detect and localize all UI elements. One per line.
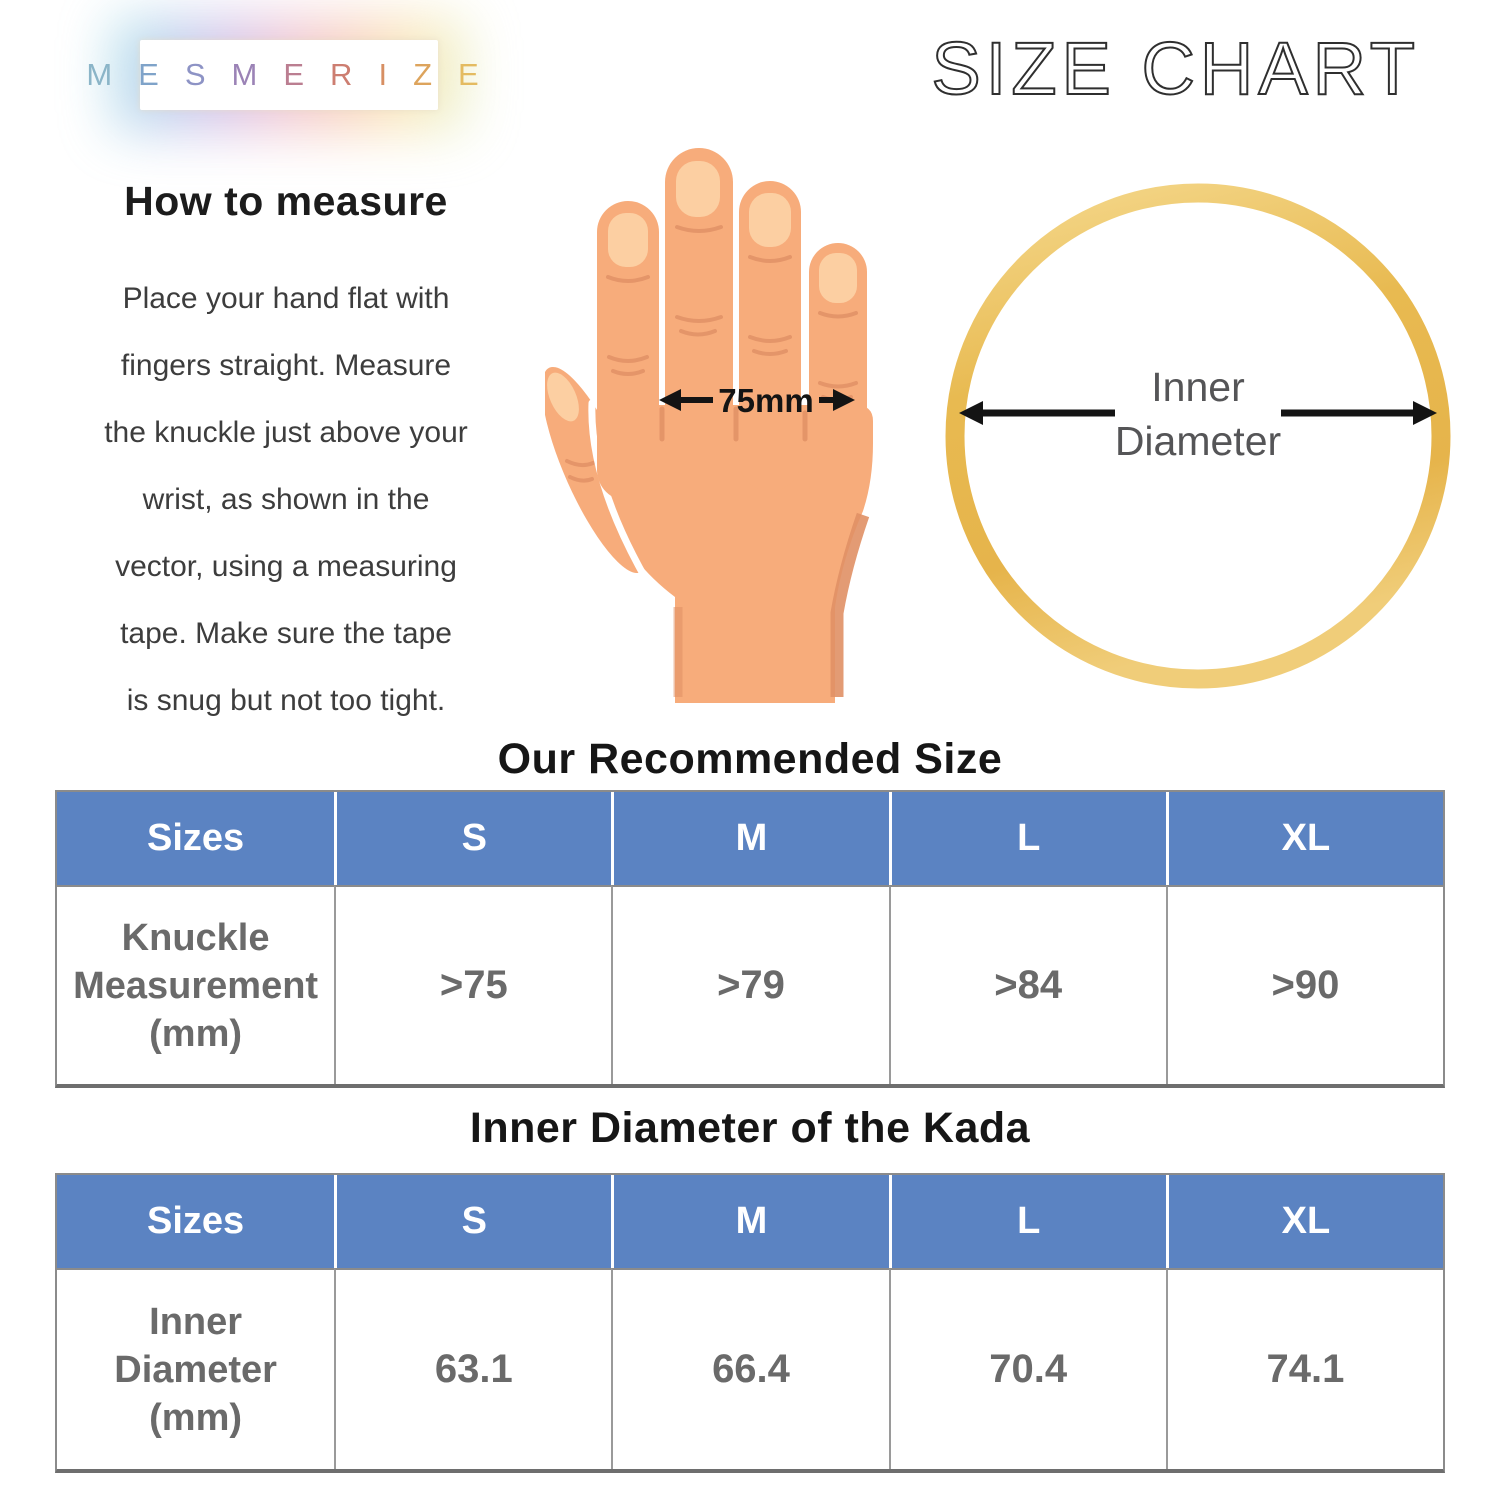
kada-ring-diagram: Inner Diameter [945,183,1451,689]
how-to-measure-text: Place your hand flat with fingers straig… [50,265,522,734]
column-header-m: M [611,792,889,885]
logo-letter: E [458,57,492,92]
column-header-l: L [888,792,1166,885]
row-label-line: (mm) [149,1012,243,1055]
diameter-value-l: 70.4 [888,1268,1166,1469]
instruction-line: tape. Make sure the tape [120,617,452,650]
instruction-line: is snug but not too tight. [126,684,446,717]
table-data-row: Inner Diameter (mm) 63.1 66.4 70.4 74.1 [57,1268,1443,1469]
inner-diameter-label-line1: Inner [1151,364,1244,410]
row-label-inner-diameter: Inner Diameter (mm) [57,1268,335,1469]
instruction-line: Place your hand flat with [122,282,450,315]
logo-letter: E [283,57,318,92]
column-header-sizes: Sizes [57,792,335,885]
logo-letter: M [231,57,271,92]
knuckle-value-xl: >90 [1165,885,1443,1084]
logo-letter: R [330,57,366,92]
logo-letter: E [138,57,172,92]
page-title: SIZE CHART [930,26,1420,111]
column-header-xl: XL [1165,1175,1443,1268]
how-to-measure-heading: How to measure [124,178,448,224]
instruction-line: wrist, as shown in the [142,483,430,516]
row-label-line: Knuckle [121,916,270,959]
logo-letter: I [378,57,401,92]
diameter-value-s: 63.1 [334,1268,612,1469]
hand-diagram: 75mm [545,148,873,703]
how-to-measure-section: How to measure Place your hand flat with… [50,178,522,734]
column-header-xl: XL [1165,792,1443,885]
logo-letter: S [184,57,219,92]
instruction-line: fingers straight. Measure [120,349,452,382]
table-data-row: Knuckle Measurement (mm) >75 >79 >84 >90 [57,885,1443,1084]
knuckle-value-s: >75 [334,885,612,1084]
knuckle-measure-arrow: 75mm [659,382,855,419]
row-label-line: Inner [149,1300,243,1343]
brand-logo: M E S M E R I Z E [86,18,479,132]
inner-diameter-label-line2: Diameter [1115,418,1281,464]
row-label-line: Diameter [114,1348,277,1391]
knuckle-value-l: >84 [888,885,1166,1084]
inner-diameter-table: Sizes S M L XL Inner Diameter (mm) 63.1 … [55,1173,1445,1473]
knuckle-measure-label: 75mm [718,382,813,419]
table-header-row: Sizes S M L XL [57,792,1443,885]
diameter-value-m: 66.4 [611,1268,889,1469]
recommended-size-title: Our Recommended Size [497,735,1003,783]
logo-letter: M [86,57,126,92]
column-header-s: S [334,1175,612,1268]
row-label-line: (mm) [149,1396,243,1439]
logo-wordmark: M E S M E R I Z E [86,40,479,110]
column-header-s: S [334,792,612,885]
table-header-row: Sizes S M L XL [57,1175,1443,1268]
gold-bangle-circle [945,183,1451,689]
row-label-line: Measurement [73,964,319,1007]
instruction-line: the knuckle just above your [104,416,468,449]
logo-letter: Z [413,57,445,92]
knuckle-value-m: >79 [611,885,889,1084]
recommended-size-table: Sizes S M L XL Knuckle Measurement (mm) … [55,790,1445,1088]
inner-diameter-title: Inner Diameter of the Kada [469,1104,1031,1152]
row-label-knuckle-measurement: Knuckle Measurement (mm) [57,885,335,1084]
column-header-l: L [888,1175,1166,1268]
column-header-sizes: Sizes [57,1175,335,1268]
diameter-value-xl: 74.1 [1165,1268,1443,1469]
column-header-m: M [611,1175,889,1268]
instruction-line: vector, using a measuring [115,550,457,583]
inner-diameter-arrow [959,401,1437,425]
